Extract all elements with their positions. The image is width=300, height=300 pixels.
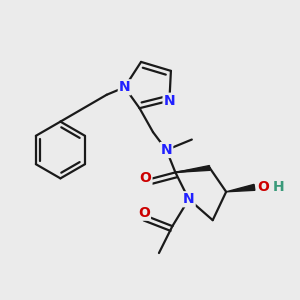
Text: N: N (164, 94, 175, 108)
Polygon shape (226, 184, 255, 192)
Text: N: N (160, 143, 172, 157)
Polygon shape (176, 166, 210, 172)
Text: O: O (138, 206, 150, 220)
Text: N: N (183, 192, 195, 206)
Text: O: O (257, 180, 269, 194)
Text: O: O (140, 171, 152, 185)
Text: N: N (119, 80, 130, 94)
Text: H: H (272, 180, 284, 194)
